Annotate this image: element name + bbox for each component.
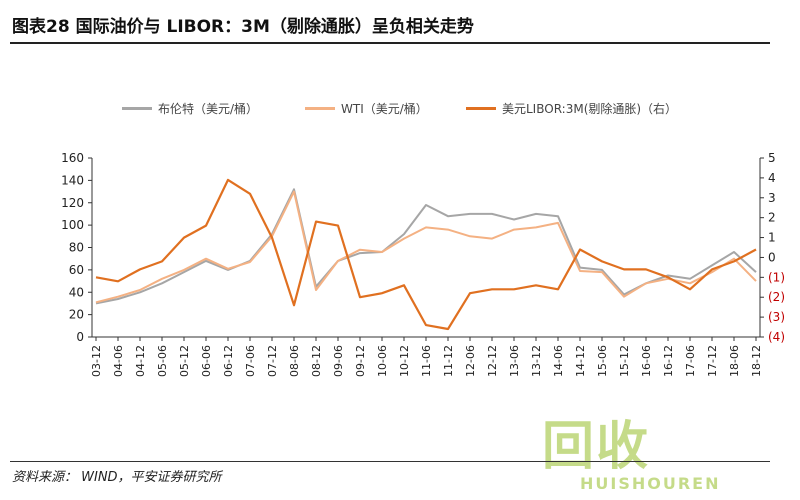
legend-item-libor: 美元LIBOR:3M(剔除通胀)（右） [466,100,677,117]
legend-label-libor: 美元LIBOR:3M(剔除通胀)（右） [502,102,678,116]
x-tick-label: 11-06 [420,345,433,377]
series-line-brent [95,188,757,305]
x-tick-label: 18-06 [728,345,741,377]
x-tick-label: 07-12 [266,345,279,377]
legend-label-brent: 布伦特（美元/桶） [158,102,259,116]
y-left-tick-label: 0 [76,330,84,344]
x-tick-label: 16-12 [662,345,675,377]
x-tick-label: 09-12 [354,345,367,377]
x-tick-label: 14-12 [574,345,587,377]
y-left-tick-label: 100 [61,218,84,232]
watermark-logo: 回收 HUISHOUREN [540,400,780,500]
x-tick-label: 17-12 [706,345,719,377]
y-left-tick-label: 160 [61,151,84,165]
y-right-tick-label: 2 [768,211,776,225]
series-line-wti [95,190,757,304]
legend-item-wti: WTI（美元/桶） [305,100,428,117]
y-right-tick-label: 3 [768,191,776,205]
x-tick-label: 06-06 [200,345,213,377]
x-tick-label: 10-12 [398,345,411,377]
x-tick-label: 08-12 [310,345,323,377]
x-tick-label: 11-12 [442,345,455,377]
x-tick-label: 15-12 [618,345,631,377]
x-tick-label: 10-06 [376,345,389,377]
x-tick-label: 14-06 [552,345,565,377]
series-line-libor [95,178,757,331]
x-tick-label: 05-06 [156,345,169,377]
legend-swatch-brent [122,107,152,110]
y-right-tick-label: 0 [768,250,776,264]
y-right-tick-label: (1) [768,270,785,284]
y-right-tick-label: (3) [768,310,785,324]
watermark-main: 回收 [542,417,651,477]
x-tick-label: 05-12 [178,345,191,377]
legend-swatch-libor [466,107,496,110]
title-rule [10,42,770,44]
x-tick-label: 03-12 [90,345,103,377]
x-tick-label: 07-06 [244,345,257,377]
legend-label-wti: WTI（美元/桶） [341,102,428,116]
y-left-tick-label: 60 [69,263,84,277]
watermark-sub: HUISHOUREN [580,474,721,493]
x-tick-label: 12-06 [464,345,477,377]
x-tick-label: 15-06 [596,345,609,377]
y-left-tick-label: 80 [69,241,84,255]
legend-swatch-wti [305,107,335,110]
y-right-tick-label: (4) [768,330,785,344]
y-left-tick-label: 40 [69,285,84,299]
x-tick-label: 16-06 [640,345,653,377]
y-right-tick-label: 4 [768,171,776,185]
chart-header: 图表28 国际油价与 LIBOR：3M（剔除通胀）呈负相关走势 [0,0,800,44]
x-tick-label: 12-12 [486,345,499,377]
y-left-tick-label: 20 [69,308,84,322]
x-tick-label: 06-12 [222,345,235,377]
x-tick-label: 04-06 [112,345,125,377]
chart-title: 图表28 国际油价与 LIBOR：3M（剔除通胀）呈负相关走势 [12,17,474,37]
y-right-tick-label: 1 [768,231,776,245]
y-left-tick-label: 140 [61,173,84,187]
x-tick-label: 13-12 [530,345,543,377]
source-note: 资料来源： WIND，平安证券研究所 [12,470,222,485]
legend-item-brent: 布伦特（美元/桶） [122,100,258,117]
x-tick-label: 18-12 [750,345,763,377]
y-right-tick-label: (2) [768,290,785,304]
x-tick-label: 13-06 [508,345,521,377]
y-right-tick-label: 5 [768,151,776,165]
x-tick-label: 17-06 [684,345,697,377]
x-tick-label: 09-06 [332,345,345,377]
footer-rule [10,461,770,462]
x-tick-label: 08-06 [288,345,301,377]
x-tick-label: 04-12 [134,345,147,377]
y-left-tick-label: 120 [61,196,84,210]
chart-legend: 布伦特（美元/桶） WTI（美元/桶） 美元LIBOR:3M(剔除通胀)（右） [0,100,800,120]
